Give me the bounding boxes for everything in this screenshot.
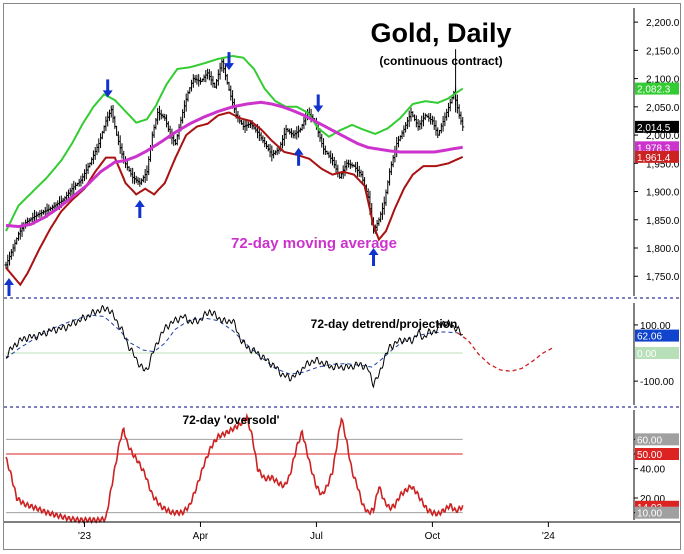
cycle-low-arrow-icon	[293, 147, 304, 166]
chart-title: Gold, Daily	[370, 18, 511, 48]
y-tick-label: 20.00	[640, 494, 665, 505]
x-tick-label: Oct	[425, 531, 441, 542]
price-panel: 2,200.0 2,150.0 2,100.0 2,050.0 2,000.0 1,950…	[4, 8, 680, 408]
detrend-projection-line	[457, 332, 555, 372]
detrend-value-badge: 62.06	[635, 329, 679, 343]
detrend-panel-title: 72-day detrend/projection	[311, 317, 458, 331]
detrend-panel: 100.00 -100.00 62.06 0.00	[5, 303, 679, 405]
cycle-low-arrow-icon	[134, 200, 145, 218]
cycle-high-arrow-icon	[102, 79, 113, 98]
oversold-line	[5, 412, 464, 525]
moving-average-line	[5, 100, 463, 228]
detrend-line	[5, 304, 464, 389]
y-tick-label: 1,950.0	[646, 159, 680, 170]
x-tick-label: Jul	[310, 531, 323, 542]
price-value-badge-text: 1,961.4	[637, 153, 671, 164]
detrend-value-badge-text: 0.00	[637, 349, 657, 360]
chart-frame	[3, 3, 681, 550]
cycle-high-arrow-icon	[224, 52, 235, 71]
y-tick-label: 1,900.0	[646, 188, 680, 199]
cycle-high-arrow-icon	[313, 94, 324, 113]
x-tick-label: '23	[78, 531, 91, 542]
y-tick-label: 2,000.0	[646, 131, 680, 142]
y-tick-label: 2,150.0	[646, 46, 680, 57]
y-tick-label: 2,100.0	[646, 75, 680, 86]
price-value-badge-text: 2,014.5	[637, 123, 671, 134]
detrend-fit-line	[5, 314, 458, 375]
price-bars	[4, 49, 465, 271]
x-axis: '23 Apr Jul Oct '24	[4, 521, 680, 542]
y-tick-label: 1,800.0	[646, 244, 680, 255]
y-tick-label: -100.00	[640, 377, 674, 388]
detrend-y-axis: 100.00 -100.00	[634, 321, 674, 388]
y-tick-label: 2,200.0	[646, 18, 680, 29]
detrend-value-badge-text: 62.06	[637, 332, 662, 343]
detrend-value-badge: 0.00	[635, 347, 679, 360]
x-tick-label: Apr	[193, 531, 209, 542]
y-tick-label: 100.00	[640, 321, 671, 332]
price-value-badge-text: 1,978.3	[637, 143, 671, 154]
price-value-badge: 2,014.5	[635, 120, 679, 134]
x-tick-label: '24	[542, 531, 555, 542]
price-value-badge: 2,082.3	[635, 82, 679, 96]
oversold-panel: 60.0050.0040.0020.0010.0060.0050.0014.02…	[5, 410, 679, 525]
oversold-value-badge: 10.00	[635, 506, 679, 520]
cycle-low-arrow-icon	[368, 248, 379, 266]
price-value-badge-text: 2,082.3	[637, 85, 671, 96]
y-tick-label: 1,850.0	[646, 216, 680, 227]
upper-band-line	[5, 54, 464, 232]
price-value-badge: 1,961.4	[635, 150, 679, 164]
moving-average-label: 72-day moving average	[231, 235, 397, 252]
oversold-value-badge-text: 60.00	[637, 435, 662, 446]
y-tick-label: 1,750.0	[646, 272, 680, 283]
oversold-value-badge: 50.00	[635, 448, 679, 461]
oversold-panel-title: 72-day 'oversold'	[182, 413, 279, 427]
oversold-value-badge-text: 10.00	[637, 509, 662, 520]
y-tick-label: 2,050.0	[646, 103, 680, 114]
chart-subtitle: (continuous contract)	[379, 54, 502, 68]
y-tick-label: 40.00	[640, 465, 665, 476]
oversold-value-badge-text: 50.00	[637, 450, 662, 461]
cycle-low-arrow-icon	[4, 278, 14, 296]
price-value-badge: 1,978.3	[635, 141, 679, 154]
price-y-axis: 2,200.0 2,150.0 2,100.0 2,050.0 2,000.0 1,950…	[634, 18, 680, 283]
oversold-value-badge: 60.00	[635, 433, 679, 446]
